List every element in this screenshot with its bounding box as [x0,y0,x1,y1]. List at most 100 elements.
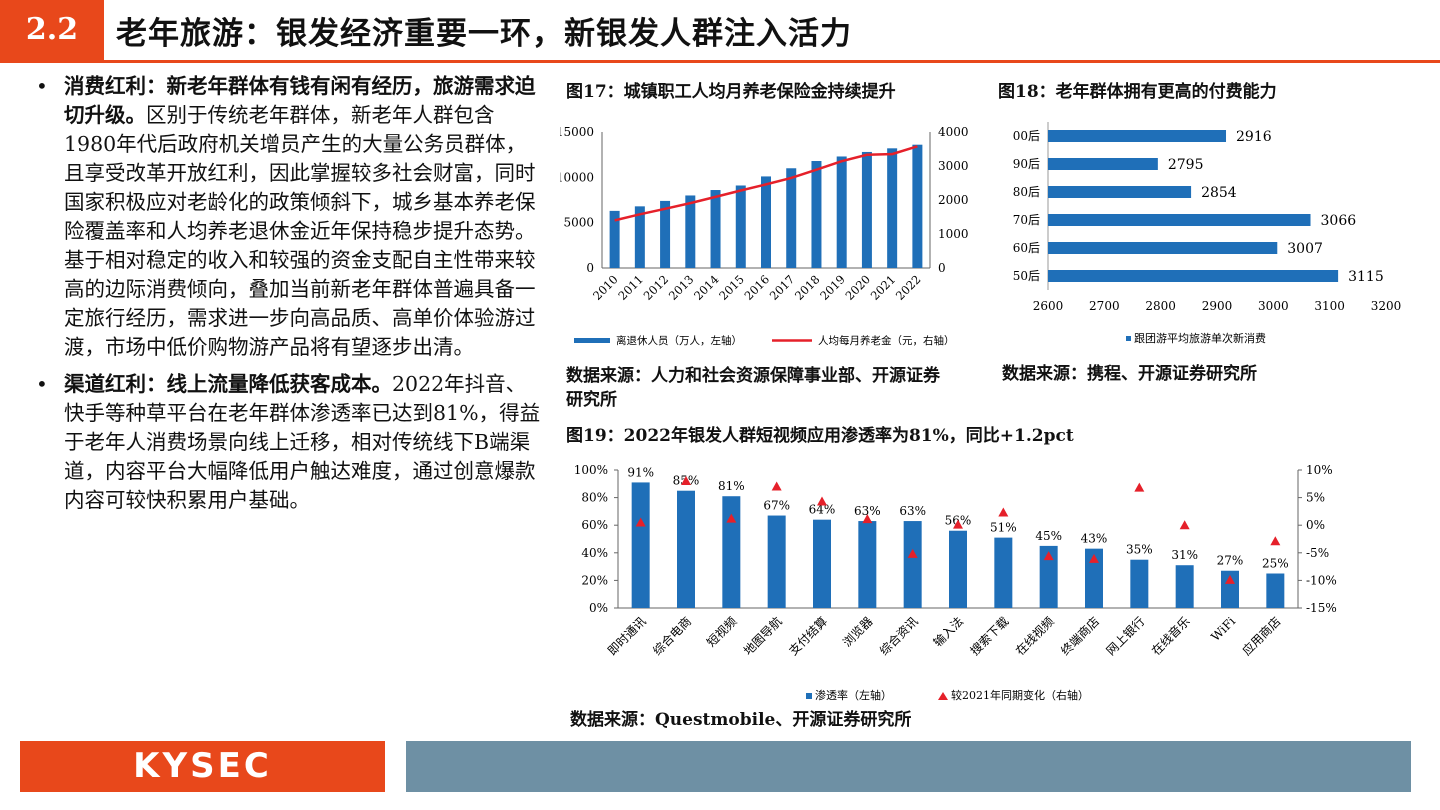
fig19-x-tick: 搜索下载 [967,614,1012,659]
fig19-change-marker [907,548,918,558]
fig19-bar [903,521,922,608]
fig18-chart: 2600 2700 2800 2900 3000 3100 3200 00后 2916 90后 27… [1013,122,1402,345]
fig17-x-tick: 2012 [641,272,672,303]
fig17-legend-line-label: 人均每月养老金（元，右轴） [818,334,955,347]
fig19-left-tick: 0% [589,601,608,615]
fig17-x-tick: 2010 [590,272,621,303]
fig17-left-tick: 15000 [560,125,594,139]
fig19-right-tick: -15% [1306,601,1337,615]
fig17-x-tick: 2011 [615,272,646,303]
fig19-change-marker [1225,574,1235,584]
fig19-x-tick: 地图导航 [740,614,785,659]
fig17-bar [609,210,620,268]
fig19-data-label: 67% [763,499,790,513]
fig19-change-marker [953,519,963,529]
fig17-right-tick: 3000 [938,159,969,173]
fig17-bar [660,200,671,268]
fig17-bar [634,206,645,268]
fig19-left-tick: 20% [581,573,608,587]
bullet-consumption: 消费红利：新老年群体有钱有闲有经历，旅游需求迫切升级。区别于传统老年群体，新老年… [30,72,542,362]
header-divider [0,60,1440,63]
fig17-legend-bar-label: 离退休人员（万人，左轴） [616,334,742,347]
body-text: 消费红利：新老年群体有钱有闲有经历，旅游需求迫切升级。区别于传统老年群体，新老年… [30,72,542,523]
fig17-bar [912,144,923,268]
fig19-data-label: 64% [809,503,836,517]
fig17-x-tick: 2021 [868,272,899,303]
fig18-y-tick: 80后 [1013,185,1040,199]
fig19-change-marker [635,517,646,527]
fig19-right-tick: -10% [1306,573,1337,587]
fig19-change-marker [1134,482,1145,492]
fig19-change-marker [681,476,691,486]
fig17-left-tick: 0 [586,261,594,275]
fig18-data-label: 2795 [1168,157,1204,173]
fig19-bar [1175,565,1194,608]
fig17-bar [735,185,746,268]
fig17-legend-bar-swatch [574,338,610,343]
fig18-data-label: 2916 [1236,129,1272,145]
fig17-x-tick: 2022 [893,272,924,303]
fig18-legend-swatch [1126,336,1131,341]
fig19-x-tick: 短视频 [703,614,739,650]
fig19-right-tick: 5% [1306,491,1325,505]
fig17-right-tick: 1000 [938,227,969,241]
fig19-x-tick: 在线视频 [1012,614,1057,659]
fig18-x-tick: 2900 [1202,299,1233,313]
fig19-x-tick: 即时通讯 [605,614,649,658]
fig19-change-marker [726,513,737,523]
fig17-x-tick: 2017 [767,272,798,303]
fig19-bar [858,521,877,608]
fig17-bar [786,168,797,268]
fig19-change-marker [862,514,873,524]
fig19-legend-marker-swatch [938,692,948,700]
fig17-bar [685,195,696,268]
fig17-caption: 图17：城镇职工人均月养老保险金持续提升 [566,82,896,102]
fig18-data-label: 3007 [1287,241,1323,257]
fig17-right-tick: 4000 [938,125,969,139]
fig19-bar [767,515,786,608]
fig19-data-label: 63% [854,504,881,518]
fig18-x-tick: 3100 [1314,299,1345,313]
fig19-left-tick: 80% [581,491,608,505]
fig19-x-tick: 应用商店 [1239,614,1284,659]
fig18-x-tick: 2800 [1145,299,1176,313]
fig19-right-tick: 10% [1306,463,1333,477]
fig19-data-label: 43% [1081,532,1108,546]
fig17-x-tick: 2018 [792,272,823,303]
fig18-bar [1048,214,1311,226]
fig17-left-tick: 10000 [560,170,594,184]
fig19-bar [631,482,650,608]
fig17-x-tick: 2019 [817,272,848,303]
fig19-change-marker [1043,551,1054,561]
fig18-x-tick: 3200 [1371,299,1402,313]
fig17-x-tick: 2016 [742,272,773,303]
fig19-change-marker [771,481,782,491]
fig18-x-tick: 3000 [1258,299,1289,313]
fig18-bar [1048,158,1158,170]
fig19-bar [1266,573,1285,608]
fig19-x-tick: 支付结算 [786,614,831,659]
fig18-y-tick: 50后 [1013,269,1040,283]
fig19-bar [1130,559,1149,608]
fig19-bar [994,537,1013,608]
footer-bar [406,741,1411,792]
fig19-data-label: 25% [1262,557,1289,571]
fig19-data-label: 45% [1035,529,1062,543]
fig19-bar [813,519,831,608]
fig17-bar [887,148,898,268]
bullet-consumption-heading: 消费红利：新老年群体有钱有闲有经历，旅游需求迫切升级。 [64,74,536,127]
fig19-bar [722,496,741,608]
fig18-legend-label: 跟团游平均旅游单次新消费 [1134,331,1266,345]
fig19-legend-bar-label: 渗透率（左轴） [815,688,892,702]
fig17-right-tick: 0 [938,261,946,275]
fig18-bar [1048,130,1227,142]
fig19-left-tick: 100% [574,463,608,477]
fig19-data-label: 35% [1126,543,1153,557]
fig19-x-tick: WiFi [1208,614,1238,644]
fig17-bar [811,161,822,268]
bullet-channel-text: 2022年抖音、快手等种草平台在老年群体渗透率已达到81%，得益于老年人消费场景… [64,372,541,512]
bullet-channel-heading: 渠道红利：线上流量降低获客成本。 [64,372,392,396]
fig19-left-tick: 40% [581,546,608,560]
bullet-consumption-text: 区别于传统老年群体，新老年人群包含1980年代后政府机关增员产生的大量公务员群体… [64,103,536,359]
fig18-x-tick: 2600 [1033,299,1064,313]
